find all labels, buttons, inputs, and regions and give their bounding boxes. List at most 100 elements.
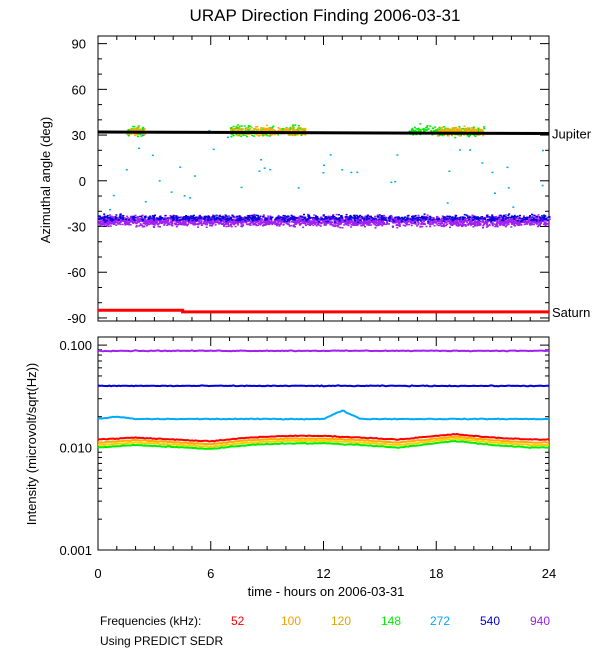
point-940khz (185, 223, 188, 226)
point-540khz (502, 215, 505, 218)
point-540khz (211, 216, 214, 218)
point-540khz (290, 214, 293, 217)
point-940khz (122, 220, 125, 222)
point-540khz (378, 218, 381, 220)
point-940khz (461, 223, 464, 225)
point-940khz (455, 220, 458, 223)
point-120khz (296, 134, 299, 136)
point-540khz (501, 219, 504, 221)
point-540khz (175, 219, 178, 222)
point-940khz (160, 222, 163, 224)
point-940khz (399, 218, 402, 221)
point-940khz (167, 220, 170, 222)
point-940khz (153, 224, 156, 226)
point-272khz (394, 180, 397, 183)
point-540khz (185, 217, 188, 220)
point-120khz (262, 127, 265, 129)
point-940khz (340, 221, 343, 223)
point-540khz (187, 219, 190, 222)
azimuth-y-tick-label: 90 (72, 37, 86, 52)
point-540khz (475, 218, 478, 220)
point-940khz (174, 223, 177, 226)
point-940khz (259, 220, 262, 222)
point-272khz (158, 180, 161, 182)
point-540khz (323, 218, 326, 220)
legend-item-148khz: 148 (381, 614, 401, 628)
point-940khz (461, 222, 464, 224)
point-120khz (436, 135, 439, 137)
point-940khz (227, 225, 230, 228)
point-940khz (197, 226, 199, 228)
point-940khz (440, 219, 443, 222)
point-540khz (284, 217, 287, 219)
point-148khz (462, 127, 465, 130)
point-940khz (521, 221, 524, 223)
point-540khz (255, 214, 258, 217)
point-540khz (257, 218, 260, 220)
point-940khz (404, 225, 407, 227)
point-940khz (378, 216, 381, 218)
point-540khz (468, 216, 471, 218)
point-940khz (158, 221, 161, 223)
point-540khz (508, 213, 511, 215)
point-540khz (485, 214, 488, 217)
point-940khz (514, 220, 517, 222)
point-940khz (170, 220, 173, 222)
point-940khz (522, 221, 525, 223)
point-540khz (134, 217, 137, 219)
point-540khz (484, 218, 487, 220)
point-120khz (458, 135, 461, 137)
point-940khz (118, 218, 121, 220)
point-540khz (200, 216, 203, 218)
point-272khz (350, 171, 353, 174)
point-940khz (362, 224, 365, 226)
point-940khz (113, 218, 116, 220)
point-540khz (429, 215, 432, 218)
point-940khz (173, 222, 176, 225)
point-940khz (485, 220, 488, 222)
point-120khz (132, 129, 135, 131)
point-940khz (504, 221, 507, 224)
point-540khz (184, 218, 187, 221)
point-120khz (246, 127, 249, 130)
point-540khz (522, 216, 525, 219)
point-540khz (244, 219, 247, 222)
point-120khz (455, 126, 458, 129)
point-120khz (284, 130, 287, 132)
point-540khz (255, 217, 258, 220)
point-940khz (147, 223, 150, 226)
point-940khz (312, 221, 315, 223)
point-940khz (308, 220, 311, 223)
point-940khz (131, 219, 133, 221)
point-120khz (291, 128, 294, 130)
point-148khz (262, 134, 265, 136)
point-540khz (354, 217, 357, 220)
point-940khz (149, 223, 152, 225)
point-940khz (252, 222, 255, 225)
point-940khz (267, 215, 270, 217)
point-940khz (451, 220, 453, 223)
point-540khz (103, 213, 106, 215)
point-940khz (212, 222, 215, 224)
point-940khz (316, 223, 319, 226)
point-540khz (259, 215, 262, 217)
point-940khz (442, 223, 445, 225)
point-540khz (432, 218, 435, 221)
point-540khz (117, 219, 120, 221)
point-940khz (321, 220, 324, 222)
point-940khz (224, 217, 227, 219)
point-940khz (457, 225, 460, 227)
point-940khz (285, 218, 288, 220)
point-940khz (284, 216, 286, 218)
point-540khz (491, 218, 494, 220)
point-540khz (133, 219, 136, 222)
point-940khz (234, 221, 237, 224)
point-940khz (540, 220, 543, 222)
point-120khz (474, 128, 477, 131)
point-120khz (445, 128, 448, 130)
point-540khz (371, 217, 374, 219)
point-540khz (156, 217, 159, 220)
point-272khz (193, 175, 196, 177)
point-940khz (187, 219, 189, 221)
point-940khz (139, 219, 141, 221)
